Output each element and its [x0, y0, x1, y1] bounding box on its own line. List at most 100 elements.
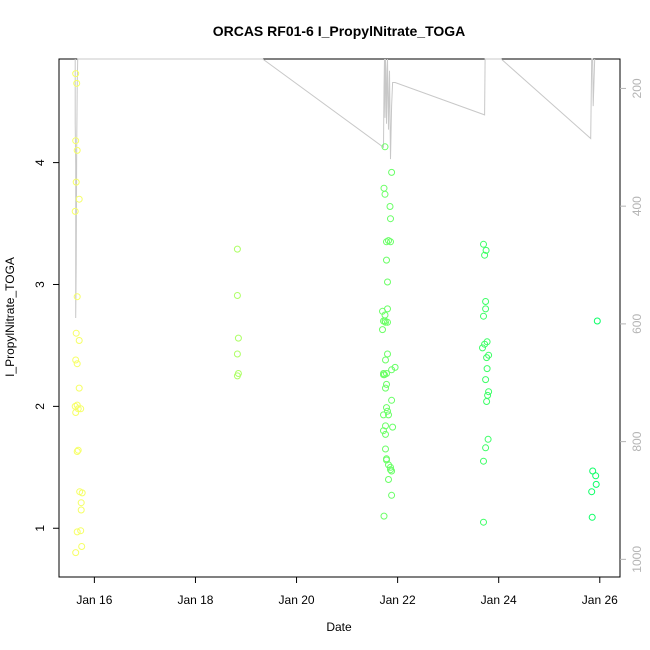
y-axis-left: 1 2 3 4	[33, 159, 59, 532]
data-point	[233, 372, 241, 380]
altitude-track-layer	[74, 58, 596, 319]
y2-tick-label: 1000	[630, 546, 644, 573]
y2-tick-label: 400	[630, 196, 644, 216]
data-point	[73, 360, 81, 368]
data-point	[481, 251, 489, 259]
x-tick-label: Jan 18	[177, 593, 213, 607]
data-point	[381, 190, 389, 198]
data-point	[77, 506, 85, 514]
data-point	[385, 476, 392, 483]
y-axis-right: 200 400 600 800 1000	[620, 78, 644, 573]
data-point	[388, 396, 396, 404]
data-point	[479, 344, 486, 352]
chart-title: ORCAS RF01-6 I_PropylNitrate_TOGA	[213, 23, 466, 39]
y2-tick-label: 200	[630, 78, 644, 98]
data-point	[72, 137, 80, 145]
data-point	[484, 391, 492, 399]
data-point	[73, 448, 81, 455]
data-point	[72, 178, 80, 186]
data-point	[588, 513, 596, 521]
data-point	[73, 79, 81, 87]
x-tick-label: Jan 16	[76, 593, 112, 607]
data-point	[387, 466, 394, 474]
data-point	[71, 207, 79, 215]
data-point	[383, 380, 390, 388]
data-point	[482, 444, 490, 452]
y-tick-label: 4	[33, 159, 47, 166]
data-point	[382, 430, 389, 438]
data-point	[485, 388, 493, 396]
data-point	[387, 238, 394, 246]
data-point	[483, 354, 491, 362]
y-axis-label: I_PropylNitrate_TOGA	[3, 257, 17, 377]
data-point	[383, 404, 390, 412]
data-point	[73, 401, 81, 409]
data-point	[72, 356, 80, 364]
y2-tick-label: 600	[630, 314, 644, 334]
data-point	[482, 298, 490, 305]
data-point	[380, 427, 387, 435]
data-point	[482, 246, 490, 254]
altitude-track-line	[74, 58, 596, 319]
x-axis: Jan 16 Jan 18 Jan 20 Jan 22 Jan 24 Jan 26	[76, 577, 618, 607]
data-point	[382, 445, 389, 453]
x-axis-label: Date	[326, 620, 352, 634]
y-tick-label: 2	[33, 403, 47, 410]
x-tick-label: Jan 22	[380, 593, 416, 607]
data-point	[233, 245, 241, 253]
data-point	[380, 411, 387, 419]
data-point	[391, 363, 399, 371]
data-point	[388, 491, 396, 499]
data-point	[78, 489, 86, 497]
data-point	[73, 528, 81, 536]
data-point	[388, 467, 396, 475]
data-point	[380, 512, 388, 520]
data-point	[480, 312, 487, 320]
data-point	[384, 350, 391, 358]
y-tick-label: 3	[33, 281, 47, 288]
data-point	[482, 305, 490, 313]
x-tick-label: Jan 26	[582, 593, 618, 607]
x-tick-label: Jan 24	[481, 593, 517, 607]
data-point	[483, 398, 491, 405]
data-point	[484, 435, 492, 443]
data-point	[384, 305, 391, 313]
data-point	[233, 292, 241, 299]
data-point	[73, 293, 81, 301]
data-point	[383, 238, 390, 246]
data-point	[588, 488, 596, 496]
data-point	[383, 256, 390, 264]
data-point	[77, 405, 85, 413]
plot-frame	[58, 58, 621, 578]
x-tick-label: Jan 20	[279, 593, 315, 607]
data-point	[75, 384, 83, 392]
data-point	[385, 411, 392, 419]
data-point	[384, 318, 391, 326]
data-point	[72, 549, 80, 557]
data-point	[380, 184, 388, 192]
data-point	[234, 334, 242, 342]
data-point	[77, 499, 85, 507]
data-point	[74, 446, 82, 454]
data-point	[380, 317, 387, 325]
data-point	[72, 70, 80, 78]
data-point	[382, 318, 389, 326]
data-point	[480, 457, 487, 465]
data-point	[384, 407, 391, 415]
y2-tick-label: 800	[630, 431, 644, 451]
data-point	[388, 168, 396, 176]
data-point	[233, 350, 241, 358]
data-point	[387, 215, 394, 223]
plot-border	[58, 58, 621, 578]
data-point	[379, 326, 386, 334]
data-point	[592, 480, 600, 488]
data-point	[77, 527, 85, 535]
data-point	[483, 365, 491, 373]
data-point	[480, 518, 487, 526]
points-layer	[71, 70, 601, 557]
data-point	[382, 356, 389, 364]
data-point	[384, 278, 391, 286]
data-point	[72, 329, 80, 337]
data-point	[481, 340, 489, 348]
